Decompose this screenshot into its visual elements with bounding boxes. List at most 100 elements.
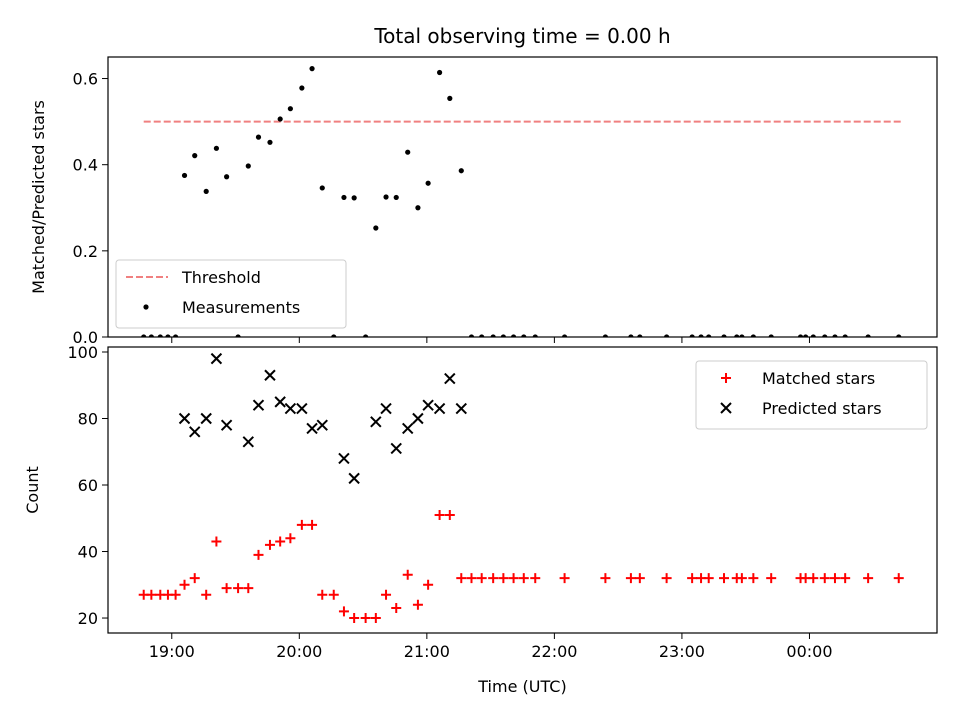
predicted-star-point [412, 412, 424, 425]
matched-star-point [625, 573, 636, 584]
measurement-point [689, 334, 695, 337]
predicted-star-point [242, 436, 254, 448]
measurement-point [255, 134, 262, 140]
measurement-point [628, 334, 634, 337]
y-tick-label: 20 [78, 609, 98, 628]
matched-star-point [829, 573, 840, 584]
matched-star-point [391, 603, 402, 614]
predicted-star-point [178, 412, 191, 425]
measurement-point [447, 95, 453, 101]
measurement-point [299, 85, 305, 91]
measurement-point [842, 334, 848, 337]
matched-star-point [264, 539, 275, 550]
predicted-star-point [402, 422, 414, 435]
panel-ratio: 0.0 0.2 0.4 0.6 Total observing time = 0.00 … [29, 24, 938, 347]
y-tick-label: 60 [78, 476, 98, 495]
matched-star-point [736, 573, 747, 584]
matched-star-point [766, 573, 777, 584]
predicted-star-point [433, 402, 446, 415]
matched-star-point [423, 579, 434, 590]
measurement-point [192, 153, 198, 159]
legend-predicted-swatch [720, 402, 732, 414]
matched-star-point [381, 589, 392, 600]
measurement-point [224, 174, 230, 180]
matched-star-point [296, 519, 307, 530]
measurement-point [157, 334, 163, 337]
measurement-point [213, 145, 220, 151]
measurement-point [865, 334, 871, 337]
matched-star-point [370, 613, 381, 624]
matched-star-point [360, 613, 371, 624]
measurement-point [267, 139, 273, 145]
predicted-star-point [189, 426, 201, 438]
matched-star-point [179, 579, 190, 590]
legend-box [115, 259, 347, 329]
predicted-star-point [296, 402, 308, 415]
measurement-point [181, 172, 188, 179]
legend-box [695, 360, 928, 430]
y-tick-label: 0.6 [73, 70, 98, 89]
measurement-point [768, 334, 774, 337]
measurement-point [363, 334, 369, 337]
legend-label: Matched stars [762, 369, 875, 388]
matched-star-point [444, 509, 455, 520]
matched-star-point [349, 613, 360, 624]
x-tick-label: 23:00 [659, 642, 705, 661]
measurement-point [750, 334, 756, 337]
measurement-point [319, 185, 325, 191]
measurement-point [373, 225, 379, 231]
matched-star-point [307, 519, 318, 530]
x-tick-label: 19:00 [149, 642, 195, 661]
matched-star-point [488, 573, 499, 584]
measurement-point [490, 334, 496, 337]
legend: Threshold Measurements [115, 259, 347, 329]
matched-star-point [687, 573, 698, 584]
predicted-star-point [348, 472, 360, 485]
axes-frame [107, 346, 938, 634]
x-tick-label: 21:00 [404, 642, 450, 661]
measurement-point [287, 106, 293, 112]
predicted-star-point [274, 396, 286, 408]
y-tick-label: 0.2 [73, 242, 98, 261]
measurement-point [810, 334, 816, 337]
measurement-point [458, 168, 464, 174]
matched-star-point [840, 573, 851, 584]
measurement-point [148, 334, 154, 337]
measurement-point [425, 180, 431, 186]
matched-star-point [476, 573, 487, 584]
matched-star-point [285, 533, 296, 544]
measurement-point [602, 334, 608, 337]
matched-star-point [703, 573, 714, 584]
data-marks [141, 66, 903, 337]
predicted-star-point [264, 369, 276, 381]
measurement-point [341, 194, 347, 201]
measurement-point [637, 334, 643, 337]
matched-star-point [661, 573, 672, 584]
matched-star-point [559, 573, 570, 584]
measurement-point [415, 205, 421, 211]
predicted-star-point [316, 419, 328, 431]
x-tick-label: 00:00 [786, 642, 832, 661]
measurement-point [797, 334, 804, 337]
y-axis-label: Matched/Predicted stars [29, 100, 48, 294]
measurement-point [393, 194, 399, 201]
predicted-star-point [200, 412, 212, 425]
matched-star-point [600, 573, 611, 584]
measurement-point [832, 334, 838, 337]
measurement-point [309, 66, 315, 72]
measurement-point [510, 334, 517, 337]
axes-frame [107, 56, 938, 338]
matched-star-point [328, 589, 339, 600]
predicted-star-point [380, 402, 392, 415]
matched-star-point [530, 573, 541, 584]
measurement-point [479, 334, 485, 337]
panel-count: 19:00 20:00 21:00 22:00 23:00 00:00 20 40 60 80 10… [23, 343, 938, 696]
matched-star-point [402, 569, 413, 580]
x-axis-label: Time (UTC) [477, 677, 566, 696]
matched-star-point [170, 589, 181, 600]
matched-star-point [211, 536, 222, 547]
predicted-star-point [455, 402, 467, 415]
legend-measurement-swatch [143, 304, 149, 310]
measurement-point [561, 334, 568, 337]
